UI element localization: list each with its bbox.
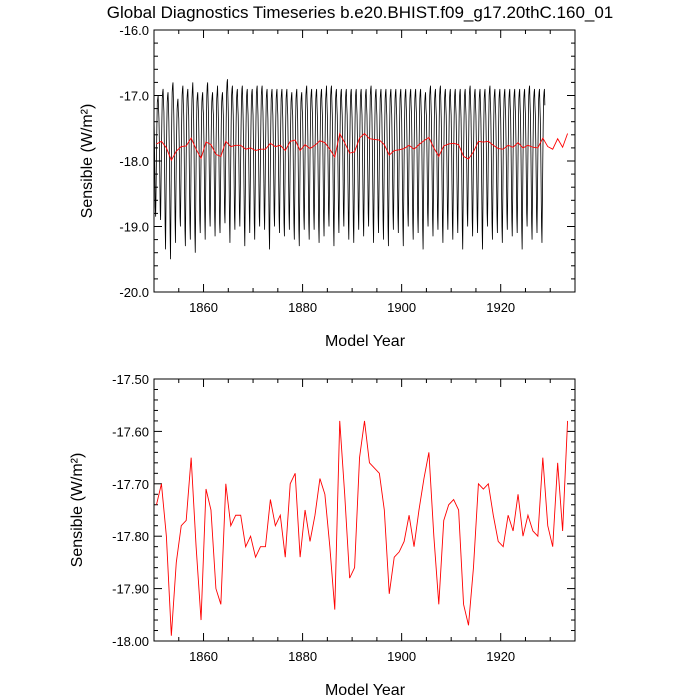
- top-x-axis-label: Model Year: [325, 333, 406, 350]
- bottom-y-tick-label: -17.70: [112, 477, 149, 492]
- top-y-axis-label: Sensible (W/m²): [79, 104, 96, 219]
- top-x-tick-label: 1900: [387, 300, 416, 315]
- bottom-x-tick-label: 1900: [387, 649, 416, 664]
- top-y-tick-label: -16.0: [119, 23, 149, 38]
- bottom-y-axis-label: Sensible (W/m²): [69, 453, 86, 568]
- bottom-y-tick-label: -18.00: [112, 634, 149, 649]
- top-y-tick-label: -18.0: [119, 154, 149, 169]
- top-panel: 1860 1880 1900 1920 -16.0 -17.0 -18.0 -19.0 -20.…: [79, 23, 576, 350]
- top-x-tick-label: 1920: [486, 300, 515, 315]
- bottom-x-tick-label: 1880: [288, 649, 317, 664]
- top-x-tick-label: 1880: [288, 300, 317, 315]
- bottom-x-tick-label: 1920: [486, 649, 515, 664]
- bottom-y-tick-label: -17.60: [112, 424, 149, 439]
- bottom-annual-series-line: [156, 420, 569, 636]
- bottom-y-tick-label: -17.80: [112, 529, 149, 544]
- top-x-tick-label: 1860: [189, 300, 218, 315]
- top-ticks: 1860 1880 1900 1920 -16.0 -17.0 -18.0 -19.0 -20.…: [119, 23, 576, 315]
- bottom-series: [156, 420, 569, 636]
- bottom-y-tick-label: -17.50: [112, 372, 149, 387]
- chart-title: Global Diagnostics Timeseries b.e20.BHIS…: [107, 3, 614, 22]
- top-annual-series-line: [156, 132, 568, 162]
- top-y-tick-label: -20.0: [119, 285, 149, 300]
- bottom-x-tick-label: 1860: [189, 649, 218, 664]
- bottom-y-tick-label: -17.90: [112, 582, 149, 597]
- bottom-ticks: 1860 1880 1900 1920 -17.50 -17.60 -17.70 -17.80…: [112, 372, 576, 664]
- bottom-plot-frame: [153, 378, 576, 642]
- top-y-tick-label: -19.0: [119, 220, 149, 235]
- bottom-x-axis-label: Model Year: [325, 682, 406, 699]
- top-y-tick-label: -17.0: [119, 89, 149, 104]
- bottom-panel: 1860 1880 1900 1920 -17.50 -17.60 -17.70 -17.80…: [69, 372, 576, 699]
- top-series: [153, 79, 568, 260]
- top-monthly-series-line: [153, 79, 546, 260]
